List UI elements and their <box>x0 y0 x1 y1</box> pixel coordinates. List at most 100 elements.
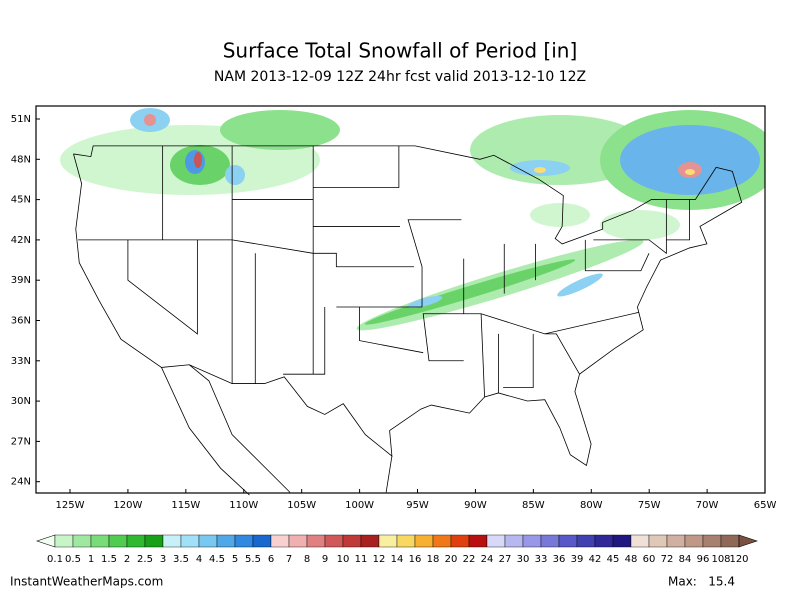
border <box>161 367 250 496</box>
snowfall <box>60 108 765 331</box>
colorbar-label: 0.1 <box>47 554 63 565</box>
colorbar-box <box>684 534 704 548</box>
subtitle: NAM 2013-12-09 12Z 24hr fcst valid 2013-… <box>214 69 586 85</box>
colorbar-label: 12 <box>373 554 386 565</box>
colorbar-label: 0.5 <box>65 554 81 565</box>
colorbar-left-end <box>36 534 56 548</box>
colorbar-box <box>594 534 614 548</box>
colorbar-label: 84 <box>679 554 692 565</box>
lat-label: 51N <box>11 114 31 125</box>
border <box>666 199 690 241</box>
map-outline <box>73 145 743 496</box>
lon-label: 95W <box>406 500 429 511</box>
colorbar-label: 3 <box>160 554 166 565</box>
colorbar-box <box>198 534 218 548</box>
colorbar-box <box>180 534 200 548</box>
colorbar-box <box>54 534 74 548</box>
colorbar-box <box>162 534 182 548</box>
title: Surface Total Snowfall of Period [in] <box>223 39 578 63</box>
border <box>385 456 393 493</box>
border <box>189 364 291 493</box>
colorbar-label: 6 <box>268 554 274 565</box>
colorbar-label: 14 <box>391 554 404 565</box>
colorbar-box <box>108 534 128 548</box>
colorbar-box <box>468 534 488 548</box>
border <box>422 313 464 362</box>
lat-label: 39N <box>11 275 31 286</box>
colorbar-box <box>522 534 542 548</box>
colorbar-label: 4.5 <box>209 554 225 565</box>
colorbar-label: 120 <box>729 554 748 565</box>
lat-label: 48N <box>11 154 31 165</box>
lat-label: 30N <box>11 396 31 407</box>
border <box>544 333 580 375</box>
border <box>127 239 198 335</box>
colorbar-label: 24 <box>481 554 494 565</box>
colorbar-box <box>252 534 272 548</box>
colorbar-label: 96 <box>697 554 710 565</box>
border <box>313 145 400 188</box>
lon-label: 105W <box>287 500 316 511</box>
colorbar-box <box>414 534 434 548</box>
lat-label: 27N <box>11 436 31 447</box>
lon-label: 110W <box>229 500 258 511</box>
colorbar-label: 36 <box>553 554 566 565</box>
border <box>359 307 424 354</box>
colorbar-box <box>360 534 380 548</box>
border <box>593 199 667 255</box>
max-label: Max: <box>668 575 697 589</box>
map-frame <box>35 105 766 494</box>
colorbar-box <box>270 534 290 548</box>
colorbar-label: 18 <box>427 554 440 565</box>
colorbar-box <box>396 534 416 548</box>
colorbar-box <box>576 534 596 548</box>
colorbar-box <box>702 534 722 548</box>
lon-label: 115W <box>171 500 200 511</box>
colorbar-box <box>432 534 452 548</box>
colorbar-box <box>144 534 164 548</box>
colorbar-label: 42 <box>589 554 602 565</box>
colorbar-box <box>648 534 668 548</box>
colorbar-label: 27 <box>499 554 512 565</box>
colorbar-right-end <box>738 534 758 548</box>
colorbar-label: 7 <box>286 554 292 565</box>
credit: InstantWeatherMaps.com <box>10 575 163 589</box>
border <box>480 313 485 398</box>
colorbar-label: 1.5 <box>101 554 117 565</box>
colorbar-label: 33 <box>535 554 548 565</box>
border <box>283 307 326 375</box>
colorbar-label: 9 <box>322 554 328 565</box>
colorbar-box <box>630 534 650 548</box>
colorbar-box <box>90 534 110 548</box>
colorbar-label: 39 <box>571 554 584 565</box>
colorbar-label: 5.5 <box>245 554 261 565</box>
colorbar-box <box>612 534 632 548</box>
colorbar-label: 10 <box>337 554 350 565</box>
lon-label: 120W <box>113 500 142 511</box>
colorbar-label: 45 <box>607 554 620 565</box>
colorbar-label: 30 <box>517 554 530 565</box>
max-value: 15.4 <box>708 575 735 589</box>
colorbar-box <box>720 534 740 548</box>
colorbar-label: 48 <box>625 554 638 565</box>
colorbar-label: 16 <box>409 554 422 565</box>
colorbar-label: 2.5 <box>137 554 153 565</box>
lat-label: 42N <box>11 235 31 246</box>
lon-label: 90W <box>464 500 487 511</box>
border <box>584 239 650 272</box>
colorbar-box <box>126 534 146 548</box>
colorbar-label: 8 <box>304 554 310 565</box>
lon-label: 125W <box>56 500 85 511</box>
colorbar-label: 2 <box>124 554 130 565</box>
colorbar-box <box>324 534 344 548</box>
lon-label: 65W <box>754 500 777 511</box>
lat-label: 45N <box>11 195 31 206</box>
colorbar-box <box>450 534 470 548</box>
lat-label: 24N <box>11 477 31 488</box>
colorbar-label: 3.5 <box>173 554 189 565</box>
colorbar-box <box>504 534 524 548</box>
lat-label: 36N <box>11 316 31 327</box>
colorbar-label: 11 <box>355 554 368 565</box>
colorbar-box <box>540 534 560 548</box>
